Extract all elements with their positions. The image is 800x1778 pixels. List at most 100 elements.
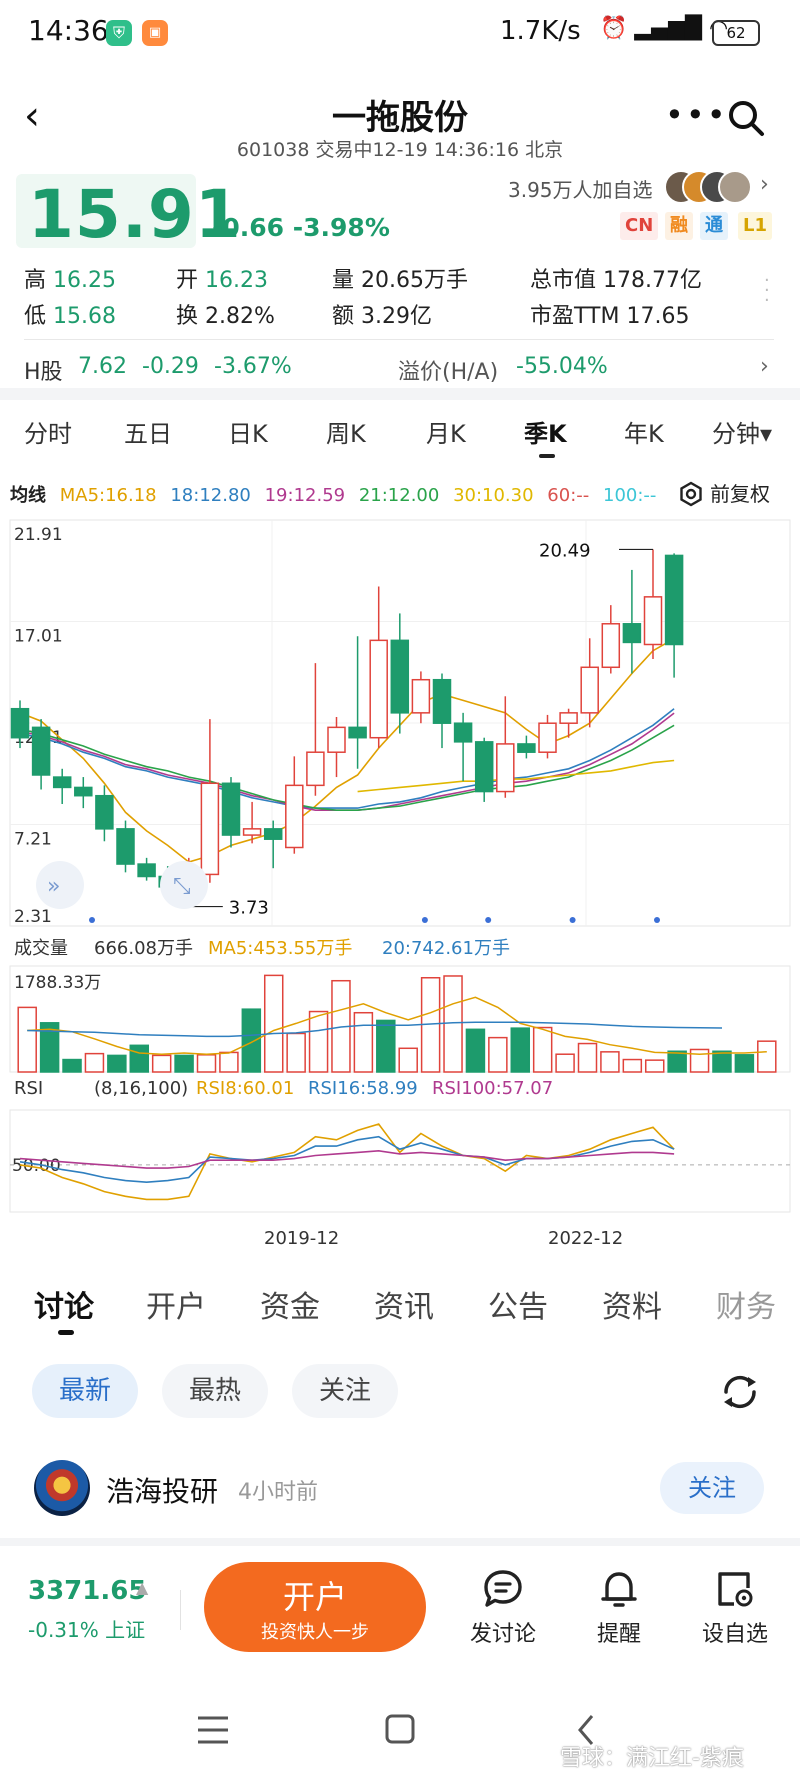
discuss-button[interactable]: 发讨论 [458, 1568, 548, 1648]
volume-bar-up [532, 1026, 553, 1073]
shield-app-icon: ⛨ [106, 20, 132, 46]
stat-value: 20.65万手 [361, 268, 468, 293]
status-time: 14:36 [28, 14, 109, 47]
stat-value: 15.68 [53, 304, 116, 329]
remind-label: 提醒 [596, 1622, 641, 1647]
tab-5day[interactable]: 五日 [124, 420, 172, 448]
h-share-pct: -3.67% [214, 354, 292, 379]
rsi16-line [19, 1135, 675, 1184]
expand-stats-icon[interactable]: · · · [764, 270, 770, 311]
tag-cn[interactable]: CN [620, 212, 659, 240]
candle-down [221, 782, 241, 836]
tab-discussion[interactable]: 讨论 [34, 1290, 94, 1325]
stat-turnover: 换 2.82% [176, 298, 275, 330]
watermark: 雪球：满江红-紫痕 [560, 1746, 744, 1771]
ma5-value: MA5:16.18 [59, 485, 157, 506]
settings-icon [678, 481, 704, 507]
tab-daily-k[interactable]: 日K [228, 420, 268, 448]
kline-chart[interactable]: 21.9117.0112.117.212.3120.493.73»⤡成交量666… [0, 510, 800, 1250]
follower-count[interactable]: 3.95万人加自选 [508, 178, 653, 202]
ma-legend[interactable]: 均线 MA5:16.18 18:12.80 19:12.59 21:12.00 … [10, 481, 664, 507]
h-share-label: H股 [24, 360, 63, 385]
candle-up [369, 639, 388, 739]
volume-bar-up [151, 1054, 172, 1073]
zoom-button[interactable] [160, 861, 208, 909]
premium-label: 溢价(H/A) [398, 360, 499, 385]
open-account-button[interactable]: 开户 投资快人一步 [204, 1562, 426, 1652]
tab-yearly-k[interactable]: 年K [624, 420, 664, 448]
volume-ma5: MA5:453.55万手 [208, 938, 352, 959]
rsi100-value: RSI100:57.07 [432, 1078, 553, 1099]
stat-label: 高 [24, 268, 47, 293]
refresh-icon[interactable] [718, 1370, 762, 1414]
candle-up [411, 678, 431, 714]
tab-weekly-k[interactable]: 周K [326, 420, 366, 448]
volume-current: 666.08万手 [94, 938, 193, 959]
add-watchlist-button[interactable]: 设自选 [690, 1568, 780, 1648]
candle-up [538, 722, 557, 753]
network-speed: 1.7K/s [500, 16, 581, 46]
home-icon[interactable] [385, 1714, 415, 1744]
tab-news[interactable]: 资讯 [374, 1290, 434, 1325]
filter-hot[interactable]: 最热 [162, 1364, 268, 1418]
volume-bar-down [510, 1027, 531, 1073]
chevron-right-icon[interactable]: › [760, 172, 769, 197]
stat-market-cap: 总市值 178.77亿 [530, 262, 702, 294]
tab-quarterly-k[interactable]: 季K [524, 420, 567, 448]
adjust-selector[interactable]: 前复权 [678, 478, 770, 507]
menu-icon[interactable] [198, 1716, 228, 1744]
index-change[interactable]: -0.31% 上证 [28, 1618, 146, 1642]
search-icon[interactable] [726, 98, 766, 138]
stock-subtitle: 601038 交易中12-19 14:36:16 北京 [236, 139, 564, 161]
candle-up [242, 828, 262, 836]
price-tick-label: 21.91 [14, 525, 63, 545]
filter-following[interactable]: 关注 [292, 1364, 398, 1418]
tab-monthly-k[interactable]: 月K [426, 420, 466, 448]
volume-bar-up [600, 1051, 620, 1073]
tab-intraday[interactable]: 分时 [24, 420, 72, 448]
volume-bar-down [107, 1054, 127, 1073]
adjust-label: 前复权 [710, 482, 770, 506]
chevron-right-icon[interactable]: › [760, 354, 769, 379]
tab-minute-dropdown[interactable]: 分钟▾ [712, 420, 773, 448]
filter-latest[interactable]: 最新 [32, 1364, 138, 1418]
index-value[interactable]: 3371.65 [28, 1576, 147, 1606]
more-options-icon[interactable]: ••• [665, 96, 728, 134]
tab-funds[interactable]: 资金 [260, 1290, 320, 1325]
expand-left-button[interactable] [36, 861, 84, 909]
post-author[interactable]: 浩海投研 [106, 1475, 219, 1508]
follower-avatars[interactable] [664, 170, 752, 204]
ma21-value: 21:12.00 [358, 485, 440, 506]
stat-value: 17.65 [626, 304, 690, 329]
back-nav-icon[interactable] [578, 1715, 594, 1745]
h-share-row[interactable]: H股 7.62 -0.29 -3.67% 溢价(H/A) -55.04% › [0, 346, 800, 388]
volume-bar-up [622, 1058, 643, 1073]
x-axis-label: 2022-12 [548, 1228, 623, 1249]
h-share-price: 7.62 [78, 354, 127, 379]
candle-down [10, 707, 30, 739]
tab-announcements[interactable]: 公告 [488, 1290, 548, 1325]
tag-connect[interactable]: 通 [700, 212, 728, 240]
tag-margin[interactable]: 融 [665, 212, 693, 240]
tag-l1[interactable]: L1 [738, 212, 772, 240]
rsi-params: (8,16,100) [94, 1078, 188, 1099]
candle-up [643, 596, 663, 646]
avatar[interactable] [34, 1460, 90, 1516]
current-price: 15.91 [28, 176, 242, 253]
resize-icon: ⤡ [173, 874, 191, 899]
battery-indicator: 62 [712, 20, 760, 46]
tab-profile[interactable]: 资料 [602, 1290, 662, 1325]
volume-max-tick: 1788.33万 [14, 973, 101, 993]
premium-value: -55.04% [516, 354, 608, 379]
volume-bar-down [667, 1050, 687, 1073]
volume-bar-up [577, 1042, 598, 1073]
tab-financials[interactable]: 财务 [716, 1290, 776, 1325]
follow-button[interactable]: 关注 [660, 1462, 764, 1514]
triangle-up-icon: ▲ [136, 1578, 149, 1597]
remind-button[interactable]: 提醒 [574, 1568, 664, 1648]
volume-bar-up [84, 1052, 105, 1073]
stat-label: 额 [332, 304, 355, 329]
back-icon[interactable]: ‹ [24, 93, 40, 139]
stat-label: 市盈TTM [530, 304, 620, 329]
tab-open-account[interactable]: 开户 [146, 1290, 206, 1325]
